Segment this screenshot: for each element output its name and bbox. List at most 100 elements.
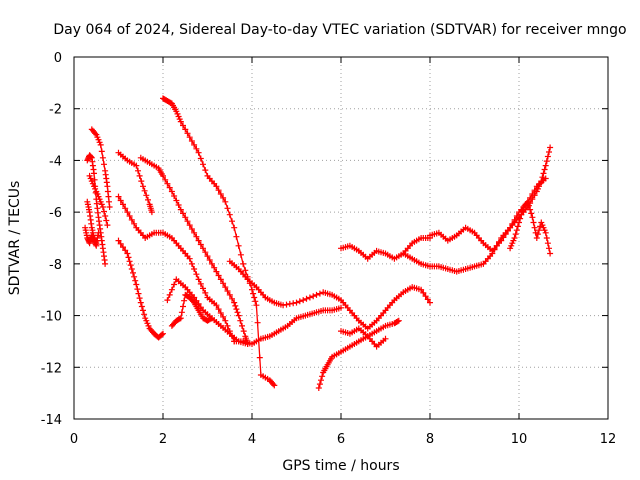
data-point-marker bbox=[213, 183, 220, 190]
x-tick-label: 8 bbox=[426, 432, 434, 447]
data-point-marker bbox=[188, 260, 195, 267]
data-point-marker bbox=[97, 141, 104, 148]
data-point-marker bbox=[102, 171, 109, 178]
data-point-marker bbox=[180, 210, 186, 217]
data-point-marker bbox=[517, 215, 524, 222]
data-point-marker bbox=[217, 310, 224, 316]
data-point-marker bbox=[310, 293, 317, 300]
data-point-marker bbox=[319, 373, 326, 380]
data-point-marker bbox=[546, 149, 552, 155]
data-point-marker bbox=[237, 317, 244, 324]
data-point-marker bbox=[171, 281, 178, 288]
data-point-marker bbox=[160, 172, 166, 179]
data-point-marker bbox=[306, 294, 313, 301]
data-point-marker bbox=[91, 170, 97, 177]
data-point-marker bbox=[184, 218, 191, 225]
data-point-marker bbox=[197, 241, 204, 248]
series-track-17 bbox=[338, 325, 389, 350]
series-track-6 bbox=[115, 149, 155, 216]
data-point-marker bbox=[220, 313, 227, 320]
data-point-marker bbox=[209, 315, 215, 322]
series-line bbox=[162, 97, 275, 386]
data-point-marker bbox=[542, 162, 549, 169]
data-point-marker bbox=[224, 288, 231, 294]
data-point-marker bbox=[202, 289, 209, 296]
data-point-marker bbox=[232, 302, 239, 309]
y-tick-label: -12 bbox=[41, 361, 62, 376]
data-point-marker bbox=[542, 175, 549, 182]
data-point-marker bbox=[105, 193, 112, 200]
data-point-marker bbox=[547, 250, 554, 257]
data-point-marker bbox=[318, 377, 324, 384]
data-point-marker bbox=[175, 202, 182, 208]
data-point-marker bbox=[102, 260, 109, 267]
data-point-marker bbox=[256, 354, 263, 361]
data-point-marker bbox=[283, 301, 290, 308]
series-line bbox=[117, 240, 164, 339]
y-tick-label: -14 bbox=[41, 413, 62, 428]
data-point-marker bbox=[217, 276, 224, 283]
data-point-marker bbox=[206, 257, 213, 263]
data-point-marker bbox=[544, 240, 551, 247]
data-point-marker bbox=[106, 198, 112, 205]
series-track-18 bbox=[400, 175, 549, 275]
data-point-marker bbox=[182, 214, 189, 221]
data-point-marker bbox=[92, 241, 99, 248]
plot-frame bbox=[73, 56, 609, 420]
data-point-marker bbox=[224, 322, 231, 329]
data-point-marker bbox=[130, 269, 136, 276]
data-point-marker bbox=[93, 242, 100, 249]
data-point-marker bbox=[124, 209, 131, 216]
series-track-16 bbox=[338, 235, 433, 262]
series-track-13 bbox=[226, 258, 433, 332]
data-point-marker bbox=[125, 254, 132, 261]
data-point-marker bbox=[195, 237, 202, 244]
data-point-marker bbox=[524, 198, 531, 205]
data-point-marker bbox=[122, 247, 129, 254]
y-tick-label: -4 bbox=[49, 154, 62, 169]
data-point-marker bbox=[222, 317, 229, 324]
data-point-marker bbox=[253, 302, 260, 309]
data-point-marker bbox=[180, 303, 186, 310]
data-point-marker bbox=[502, 231, 509, 238]
data-point-marker bbox=[181, 297, 188, 304]
data-point-marker bbox=[103, 217, 110, 224]
data-point-marker bbox=[271, 382, 278, 389]
data-point-marker bbox=[518, 211, 525, 218]
data-point-marker bbox=[132, 277, 139, 284]
data-point-marker bbox=[134, 286, 141, 293]
data-point-marker bbox=[300, 297, 307, 304]
data-point-marker bbox=[208, 260, 215, 267]
data-point-marker bbox=[101, 208, 107, 215]
data-point-marker bbox=[126, 258, 133, 265]
data-point-marker bbox=[164, 297, 171, 304]
series-track-19 bbox=[427, 144, 554, 254]
data-point-marker bbox=[166, 291, 173, 298]
data-point-marker bbox=[422, 293, 429, 300]
data-point-marker bbox=[543, 235, 550, 241]
chart-title: Day 064 of 2024, Sidereal Day-to-day VTE… bbox=[53, 22, 626, 38]
data-point-marker bbox=[106, 204, 113, 210]
series-track-7 bbox=[137, 154, 251, 347]
data-point-marker bbox=[504, 227, 511, 234]
data-point-marker bbox=[516, 219, 522, 226]
data-point-marker bbox=[186, 255, 193, 262]
data-point-marker bbox=[160, 330, 166, 337]
x-axis-label: GPS time / hours bbox=[282, 458, 399, 474]
data-point-marker bbox=[128, 216, 135, 223]
data-point-marker bbox=[254, 319, 261, 326]
data-point-marker bbox=[140, 183, 146, 190]
data-point-marker bbox=[536, 227, 542, 234]
data-point-marker bbox=[131, 220, 138, 227]
data-point-marker bbox=[186, 134, 193, 141]
data-point-marker bbox=[235, 312, 242, 319]
data-point-marker bbox=[202, 167, 209, 174]
data-point-marker bbox=[190, 298, 196, 305]
data-point-marker bbox=[234, 309, 241, 316]
data-point-marker bbox=[526, 202, 532, 209]
data-point-marker bbox=[145, 196, 151, 203]
data-point-marker bbox=[215, 187, 222, 194]
data-point-marker bbox=[133, 162, 140, 169]
data-point-marker bbox=[290, 300, 297, 307]
data-point-marker bbox=[124, 250, 131, 257]
